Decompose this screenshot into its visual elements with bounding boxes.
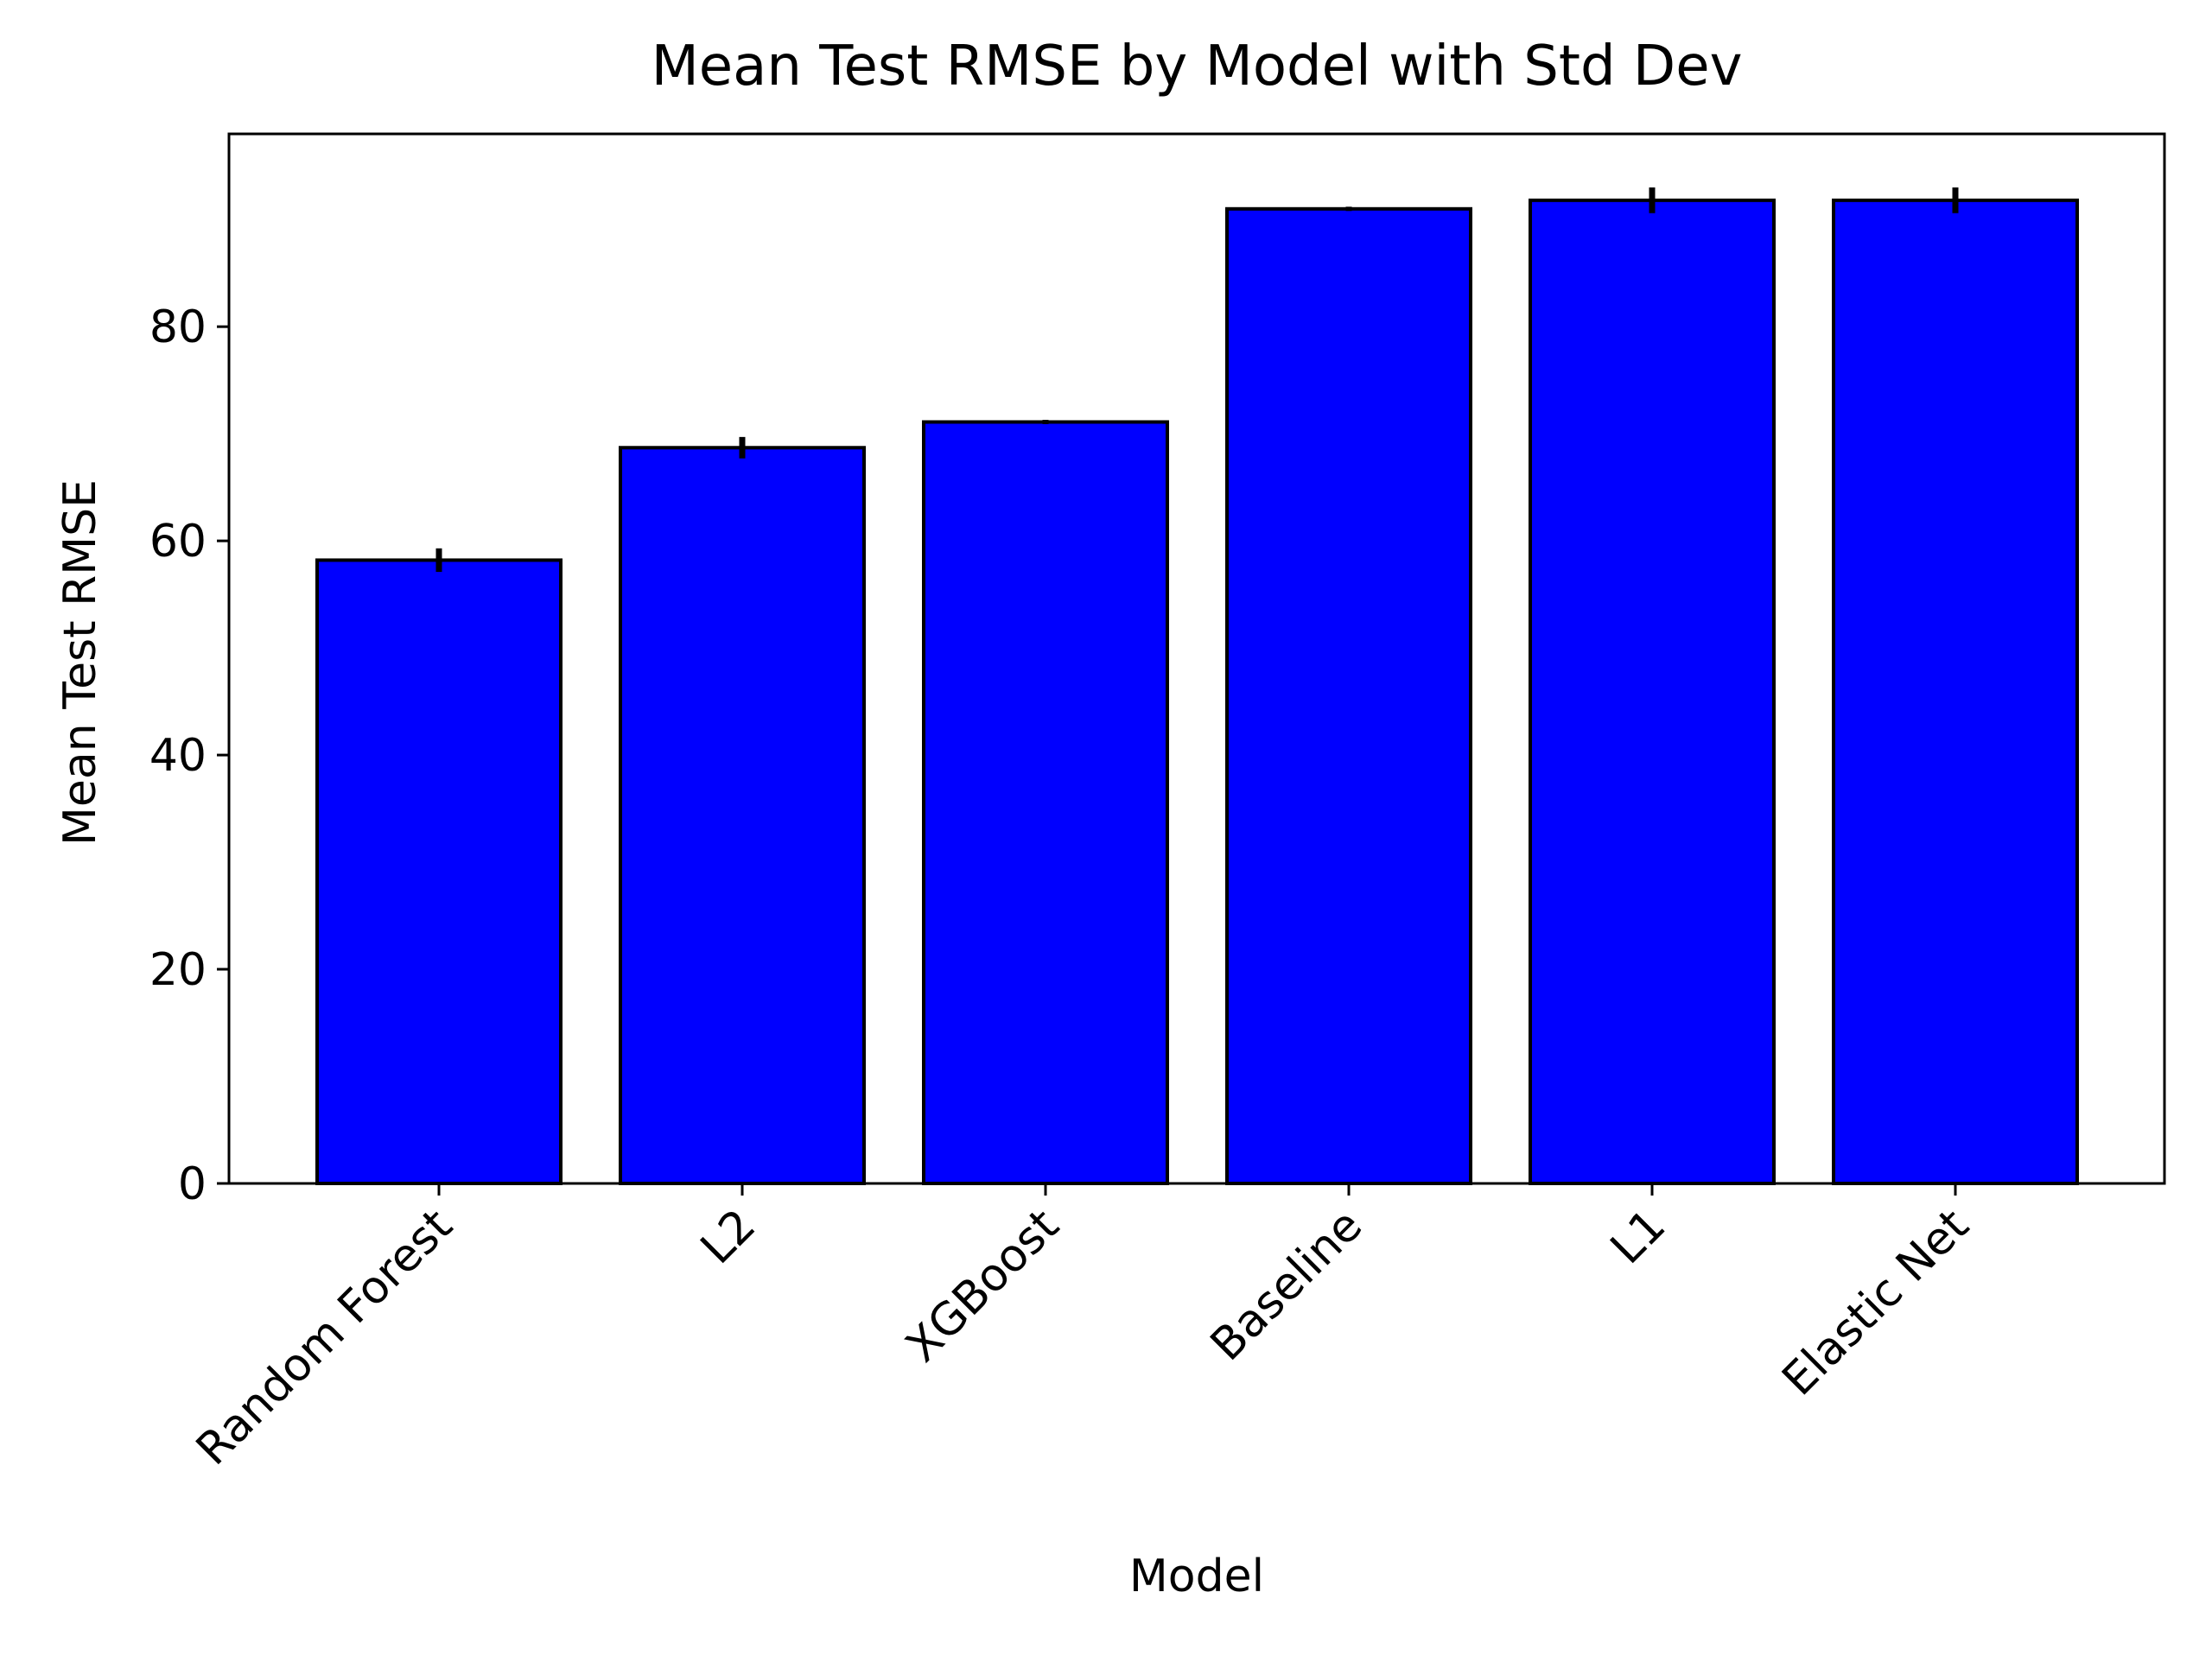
bar-l2 xyxy=(619,446,866,1185)
error-bars-layer xyxy=(435,187,1959,573)
y-tick-label: 20 xyxy=(149,944,207,996)
x-axis-label: Model xyxy=(1129,1551,1264,1602)
bar-elastic-net xyxy=(1832,198,2079,1186)
y-tick-label: 80 xyxy=(149,301,207,353)
bar-baseline xyxy=(1225,206,1472,1185)
bar-l1 xyxy=(1529,198,1776,1186)
y-tick-label: 60 xyxy=(149,516,207,568)
plot-area-frame xyxy=(227,132,2166,1185)
bar-xgboost xyxy=(922,420,1169,1185)
chart-title: Mean Test RMSE by Model with Std Dev xyxy=(652,35,1743,98)
y-tick-label: 0 xyxy=(178,1158,207,1210)
y-axis-label: Mean Test RMSE xyxy=(54,479,106,846)
bars-layer xyxy=(315,198,2079,1186)
y-axis-ticks: 0 20 40 60 80 xyxy=(149,301,229,1210)
bar-random-forest xyxy=(315,558,563,1185)
y-tick-label: 40 xyxy=(149,730,207,782)
